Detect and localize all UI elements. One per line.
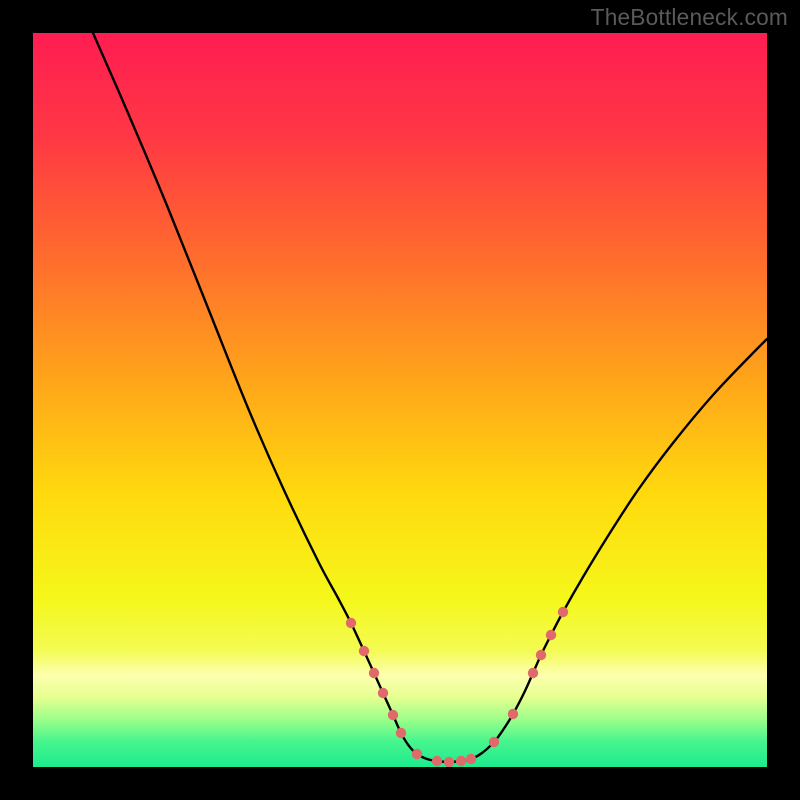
curve-marker [432,756,442,766]
curve-marker [396,728,406,738]
curve-marker [369,668,379,678]
curve-marker [456,756,466,766]
curve-marker [359,646,369,656]
curve-marker [546,630,556,640]
curve-marker [558,607,568,617]
curve-marker [466,754,476,764]
curve-marker [388,710,398,720]
curve-marker [508,709,518,719]
bottleneck-curve [93,33,767,762]
curve-marker [346,618,356,628]
curve-marker [536,650,546,660]
plot-area [33,33,767,767]
curve-marker [489,737,499,747]
curve-marker [378,688,388,698]
curve-marker [528,668,538,678]
curve-marker [412,749,422,759]
curve-marker [444,757,454,767]
chart-frame: TheBottleneck.com [0,0,800,800]
curve-layer [33,33,767,767]
watermark-text: TheBottleneck.com [591,4,788,31]
